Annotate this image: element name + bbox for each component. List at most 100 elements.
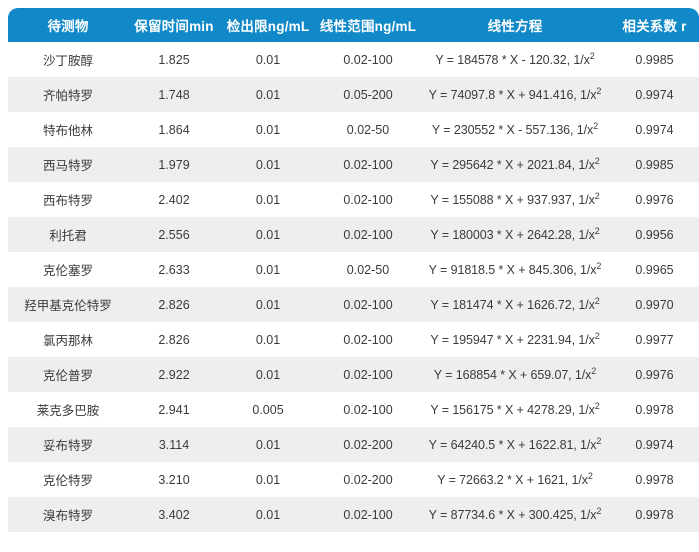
cell-retention-time: 1.748 — [158, 87, 190, 102]
cell-analyte: 克伦普罗 — [42, 369, 93, 383]
equation-exponent: 2 — [594, 155, 600, 166]
table-row: 莱克多巴胺 2.941 0.005 0.02-100 Y = 156175 * X + … — [8, 392, 699, 427]
cell-retention-time: 2.556 — [158, 227, 190, 242]
cell-linear-range: 0.02-100 — [343, 297, 393, 312]
cell-linear-equation: Y = 168854 * X + 659.07, 1/x2 — [420, 357, 610, 392]
table-row: 羟甲基克伦特罗 2.826 0.01 0.02-100 Y = 181474 * X +… — [8, 287, 699, 322]
cell-linear-equation: Y = 156175 * X + 4278.29, 1/x2 — [420, 392, 610, 427]
cell-linear-range: 0.02-50 — [346, 122, 390, 137]
table-row: 妥布特罗 3.114 0.01 0.02-200 Y = 64240.5 * X + 1… — [8, 427, 699, 462]
cell-linear-range: 0.02-100 — [343, 332, 393, 347]
equation-exponent: 2 — [587, 470, 593, 481]
column-header-correlation-coefficient: 相关系数 r — [610, 8, 699, 42]
cell-retention-time: 2.402 — [158, 192, 190, 207]
cell-linear-range: 0.05-200 — [343, 87, 393, 102]
equation-exponent: 2 — [596, 505, 602, 516]
cell-retention-time: 1.825 — [158, 52, 190, 67]
cell-linear-range: 0.02-200 — [343, 472, 393, 487]
cell-retention-time: 1.864 — [158, 122, 190, 137]
equation-exponent: 2 — [594, 190, 600, 201]
column-header-linear-range: 线性范围ng/mL — [316, 8, 420, 42]
cell-lod: 0.01 — [255, 87, 281, 102]
equation-exponent: 2 — [594, 330, 600, 341]
column-header-lod: 检出限ng/mL — [220, 8, 316, 42]
cell-linear-range: 0.02-100 — [343, 227, 393, 242]
equation-text: Y = 64240.5 * X + 1622.81, 1/x — [428, 437, 597, 452]
cell-correlation-coefficient: 0.9978 — [635, 507, 674, 522]
cell-correlation-coefficient: 0.9978 — [635, 402, 674, 417]
table-row: 西马特罗 1.979 0.01 0.02-100 Y = 295642 * X + 20… — [8, 147, 699, 182]
cell-analyte: 利托君 — [49, 229, 87, 243]
table-header: 待测物 保留时间min 检出限ng/mL 线性范围ng/mL 线性方程 相关系数… — [8, 8, 699, 42]
cell-lod: 0.01 — [255, 227, 281, 242]
equation-exponent: 2 — [591, 365, 597, 376]
equation-text: Y = 168854 * X + 659.07, 1/x — [433, 367, 592, 382]
cell-linear-equation: Y = 184578 * X - 120.32, 1/x2 — [420, 42, 610, 77]
cell-analyte: 西马特罗 — [42, 159, 93, 173]
cell-retention-time: 3.402 — [158, 507, 190, 522]
cell-retention-time: 3.114 — [158, 437, 190, 452]
cell-lod: 0.01 — [255, 332, 281, 347]
equation-exponent: 2 — [589, 50, 595, 61]
equation-exponent: 2 — [594, 400, 600, 411]
cell-correlation-coefficient: 0.9985 — [635, 52, 674, 67]
cell-lod: 0.01 — [255, 472, 281, 487]
cell-linear-range: 0.02-100 — [343, 507, 393, 522]
equation-exponent: 2 — [596, 85, 602, 96]
cell-lod: 0.01 — [255, 157, 281, 172]
cell-correlation-coefficient: 0.9974 — [635, 437, 674, 452]
linearity-results-table: 待测物 保留时间min 检出限ng/mL 线性范围ng/mL 线性方程 相关系数… — [8, 8, 699, 532]
equation-text: Y = 180003 * X + 2642.28, 1/x — [430, 227, 595, 242]
cell-analyte: 克伦塞罗 — [42, 264, 93, 278]
cell-linear-equation: Y = 295642 * X + 2021.84, 1/x2 — [420, 147, 610, 182]
cell-correlation-coefficient: 0.9978 — [635, 472, 674, 487]
equation-text: Y = 72663.2 * X + 1621, 1/x — [437, 472, 588, 487]
cell-lod: 0.01 — [255, 262, 281, 277]
cell-correlation-coefficient: 0.9974 — [635, 122, 674, 137]
equation-exponent: 2 — [594, 295, 600, 306]
cell-lod: 0.01 — [255, 367, 281, 382]
cell-linear-equation: Y = 195947 * X + 2231.94, 1/x2 — [420, 322, 610, 357]
table-row: 克伦特罗 3.210 0.01 0.02-200 Y = 72663.2 * X + 1… — [8, 462, 699, 497]
cell-analyte: 西布特罗 — [42, 194, 93, 208]
cell-retention-time: 2.633 — [158, 262, 190, 277]
cell-linear-range: 0.02-100 — [343, 157, 393, 172]
cell-correlation-coefficient: 0.9974 — [635, 87, 674, 102]
cell-linear-equation: Y = 64240.5 * X + 1622.81, 1/x2 — [420, 427, 610, 462]
cell-retention-time: 2.826 — [158, 297, 190, 312]
cell-linear-equation: Y = 230552 * X - 557.136, 1/x2 — [420, 112, 610, 147]
cell-lod: 0.01 — [255, 507, 281, 522]
cell-correlation-coefficient: 0.9976 — [635, 367, 674, 382]
cell-linear-equation: Y = 180003 * X + 2642.28, 1/x2 — [420, 217, 610, 252]
cell-linear-equation: Y = 91818.5 * X + 845.306, 1/x2 — [420, 252, 610, 287]
equation-text: Y = 156175 * X + 4278.29, 1/x — [430, 402, 595, 417]
equation-exponent: 2 — [596, 260, 602, 271]
cell-linear-equation: Y = 74097.8 * X + 941.416, 1/x2 — [420, 77, 610, 112]
cell-correlation-coefficient: 0.9970 — [635, 297, 674, 312]
cell-lod: 0.01 — [255, 192, 281, 207]
cell-retention-time: 1.979 — [158, 157, 190, 172]
cell-linear-range: 0.02-100 — [343, 367, 393, 382]
cell-correlation-coefficient: 0.9985 — [635, 157, 674, 172]
cell-retention-time: 3.210 — [158, 472, 190, 487]
table-row: 克伦塞罗 2.633 0.01 0.02-50 Y = 91818.5 * X + 84… — [8, 252, 699, 287]
column-header-analyte: 待测物 — [8, 8, 128, 42]
table-body: 沙丁胺醇 1.825 0.01 0.02-100 Y = 184578 * X - 12… — [8, 42, 699, 532]
cell-correlation-coefficient: 0.9965 — [635, 262, 674, 277]
cell-linear-equation: Y = 155088 * X + 937.937, 1/x2 — [420, 182, 610, 217]
cell-lod: 0.01 — [255, 122, 281, 137]
cell-analyte: 克伦特罗 — [42, 474, 93, 488]
table-row: 齐帕特罗 1.748 0.01 0.05-200 Y = 74097.8 * X + 9… — [8, 77, 699, 112]
table-row: 利托君 2.556 0.01 0.02-100 Y = 180003 * X + 264… — [8, 217, 699, 252]
column-header-retention-time: 保留时间min — [128, 8, 220, 42]
cell-analyte: 羟甲基克伦特罗 — [24, 299, 112, 313]
cell-retention-time: 2.922 — [158, 367, 190, 382]
cell-lod: 0.01 — [255, 52, 281, 67]
cell-analyte: 妥布特罗 — [42, 439, 93, 453]
cell-linear-range: 0.02-100 — [343, 52, 393, 67]
cell-retention-time: 2.941 — [158, 402, 190, 417]
equation-text: Y = 91818.5 * X + 845.306, 1/x — [428, 262, 597, 277]
cell-analyte: 齐帕特罗 — [42, 89, 93, 103]
cell-linear-equation: Y = 72663.2 * X + 1621, 1/x2 — [420, 462, 610, 497]
